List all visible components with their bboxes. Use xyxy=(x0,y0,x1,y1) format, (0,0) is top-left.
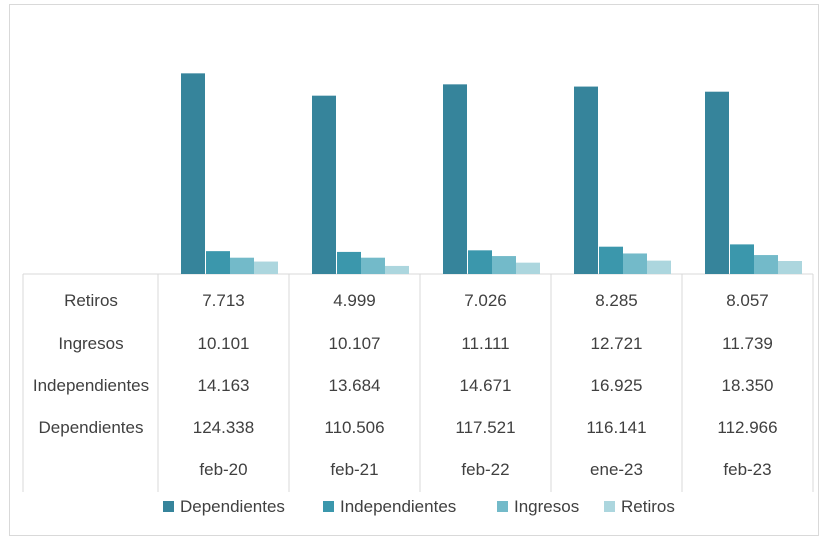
category-tick-label: feb-22 xyxy=(461,460,509,479)
legend: Dependientes Independientes Ingresos Retiro… xyxy=(163,497,675,516)
table-cell-value: 124.338 xyxy=(193,418,254,437)
table-cell-value: 8.285 xyxy=(595,291,638,310)
legend-label: Dependientes xyxy=(180,497,285,516)
bar-independientes-feb-22 xyxy=(468,250,492,274)
table-cell-value: 4.999 xyxy=(333,291,376,310)
legend-item-ingresos: Ingresos xyxy=(497,497,579,516)
bar-ingresos-feb-22 xyxy=(492,256,516,274)
bar-retiros-ene-23 xyxy=(647,260,671,274)
table-cell-value: 112.966 xyxy=(717,418,777,437)
category-tick-label: feb-21 xyxy=(330,460,378,479)
table-row-label: Retiros xyxy=(64,291,118,310)
legend-label: Ingresos xyxy=(514,497,579,516)
bar-dependientes-feb-22 xyxy=(443,84,467,274)
data-table-grid xyxy=(22,273,814,492)
table-cell-value: 7.026 xyxy=(464,291,507,310)
table-cell-value: 11.111 xyxy=(461,334,509,353)
bar-retiros-feb-21 xyxy=(385,265,409,274)
legend-swatch xyxy=(163,501,174,512)
legend-swatch xyxy=(604,501,615,512)
table-cell-value: 8.057 xyxy=(726,291,769,310)
table-cell-value: 11.739 xyxy=(722,334,773,353)
table-row-label: Ingresos xyxy=(58,334,123,353)
table-cell-value: 14.671 xyxy=(460,376,512,395)
legend-item-dependientes: Dependientes xyxy=(163,497,285,516)
bar-dependientes-feb-23 xyxy=(705,91,729,274)
table-cell-value: 13.684 xyxy=(329,376,381,395)
bar-retiros-feb-23 xyxy=(778,260,802,274)
table-cell-value: 117.521 xyxy=(455,418,515,437)
legend-item-independientes: Independientes xyxy=(323,497,456,516)
chart-frame xyxy=(9,4,819,536)
legend-label: Independientes xyxy=(340,497,456,516)
bars xyxy=(181,73,802,275)
bar-independientes-feb-21 xyxy=(337,251,361,274)
table-cell-value: 12.721 xyxy=(591,334,643,353)
bar-independientes-ene-23 xyxy=(599,246,623,274)
table-cell-value: 14.163 xyxy=(198,376,250,395)
table-cell-value: 16.925 xyxy=(591,376,643,395)
bar-independientes-feb-20 xyxy=(206,251,230,274)
bar-ingresos-feb-21 xyxy=(361,257,385,274)
table-cell-value: 116.141 xyxy=(586,418,646,437)
bar-dependientes-ene-23 xyxy=(574,86,598,275)
legend-item-retiros: Retiros xyxy=(604,497,675,516)
bar-dependientes-feb-21 xyxy=(312,95,336,275)
table-row-label: Dependientes xyxy=(39,418,144,437)
bar-retiros-feb-22 xyxy=(516,262,540,274)
table-cell-value: 10.107 xyxy=(329,334,381,353)
bar-ingresos-feb-23 xyxy=(754,255,778,274)
bar-retiros-feb-20 xyxy=(254,261,278,274)
table-row-label: Independientes xyxy=(33,376,149,395)
data-table: Retiros 7.713 4.999 7.026 8.285 8.057 Ingresos… xyxy=(33,291,778,479)
category-tick-label: feb-20 xyxy=(199,460,247,479)
table-cell-value: 7.713 xyxy=(202,291,245,310)
legend-label: Retiros xyxy=(621,497,675,516)
table-cell-value: 110.506 xyxy=(324,418,384,437)
legend-swatch xyxy=(323,501,334,512)
bar-ingresos-ene-23 xyxy=(623,253,647,274)
table-cell-value: 10.101 xyxy=(198,334,250,353)
category-tick-label: feb-23 xyxy=(723,460,771,479)
bar-dependientes-feb-20 xyxy=(181,73,205,274)
legend-swatch xyxy=(497,501,508,512)
bar-independientes-feb-23 xyxy=(730,244,754,274)
category-tick-label: ene-23 xyxy=(590,460,643,479)
bar-ingresos-feb-20 xyxy=(230,257,254,274)
table-cell-value: 18.350 xyxy=(722,376,774,395)
